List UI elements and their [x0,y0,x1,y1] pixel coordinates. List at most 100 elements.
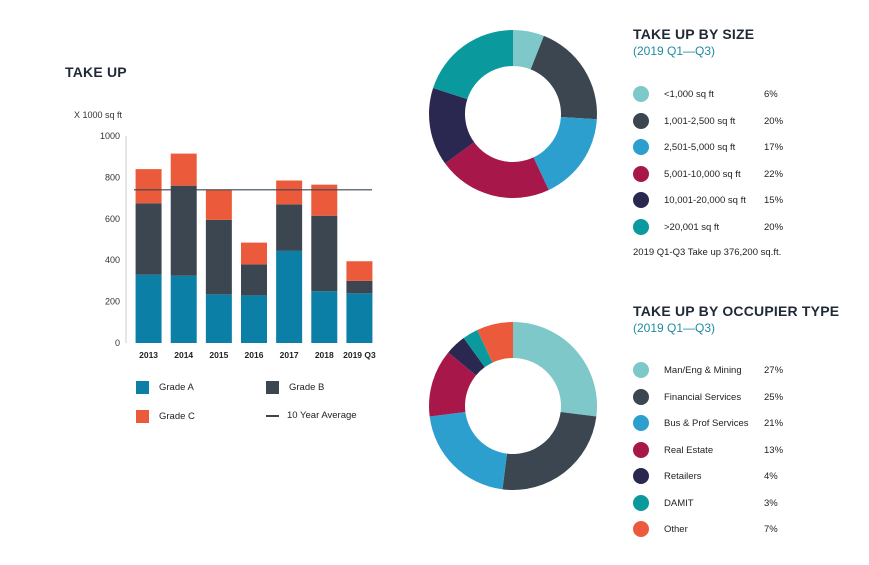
legend-percent: 4% [764,471,778,482]
occupier-title: TAKE UP BY OCCUPIER TYPE [633,303,840,319]
size-title: TAKE UP BY SIZE [633,26,755,42]
bar-grade-a-2014 [170,275,197,343]
size-note: 2019 Q1-Q3 Take up 376,200 sq.ft. [633,247,782,258]
legend-percent: 3% [764,497,778,509]
y-tick-label: 600 [105,214,120,224]
legend-percent: 7% [764,524,778,535]
bar-grade-b-2015 [205,219,232,295]
legend-swatch [136,410,149,423]
size-donut-chart [429,30,597,199]
bar-grade-c-2013 [135,169,162,204]
legend-line-swatch [266,414,279,417]
donut-slice-man-eng-mining [513,322,597,417]
legend-dot [633,139,649,155]
size-subtitle: (2019 Q1—Q3) [633,44,716,58]
legend-label: 10 Year Average [287,410,357,421]
y-tick-label: 400 [105,255,120,265]
bar-grade-c-2016 [241,242,267,265]
legend-percent: 22% [764,168,784,180]
bar-grade-b-2018 [311,215,338,292]
bar-grade-b-2014 [170,185,197,276]
occupier-subtitle: (2019 Q1—Q3) [633,321,716,335]
legend-swatch [136,381,149,394]
legend-label: Bus & Prof Services [664,418,749,429]
donut-slice-financial-services [502,412,597,490]
legend-percent: 20% [764,221,784,233]
bar-grade-b-2016 [241,264,267,296]
y-axis-label: X 1000 sq ft [74,110,123,120]
legend-label: 1,001-2,500 sq ft [664,115,736,127]
legend-label: Man/Eng & Mining [664,365,742,376]
takeup-title: TAKE UP [65,64,127,80]
legend-dot [633,388,649,405]
legend-label: 2,501-5,000 sq ft [664,142,736,153]
bar-grade-b-2019-Q3 [346,280,373,294]
legend-label: Financial Services [664,391,742,403]
donut-slice-1-001-2-500-sq-ft [530,35,597,120]
bar-grade-a-2017 [276,250,303,343]
x-tick-label: 2017 [280,350,299,360]
legend-dot [633,86,649,102]
x-tick-label: 2015 [209,350,228,360]
bar-grade-c-2017 [276,180,303,205]
donut-slice-2-501-5-000-sq-ft [533,117,597,191]
x-tick-label: 2013 [139,350,158,360]
legend-label: Real Estate [664,444,714,456]
bar-grade-c-2019-Q3 [346,261,373,281]
donut-slice-5-001-10-000-sq-ft [445,142,549,199]
legend-dot [633,521,649,537]
bar-grade-b-2013 [135,203,162,275]
legend-label: <1,000 sq ft [664,89,714,100]
bar-grade-b-2017 [276,204,303,251]
bar-grade-a-2013 [135,274,162,343]
legend-percent: 27% [764,365,784,376]
donut-slice--1-000-sq-ft [513,30,544,70]
donut-slice-10-001-20-000-sq-ft [429,88,475,164]
x-tick-label: 2018 [315,350,334,360]
legend-percent: 15% [764,195,784,206]
x-tick-label: 2016 [245,350,264,360]
legend-dot [633,441,649,458]
legend-percent: 21% [764,418,784,429]
bar-grade-c-2014 [170,153,197,186]
y-tick-label: 1000 [100,131,120,141]
legend-dot [633,362,649,378]
takeup-bar-chart: X 1000 sq ft 0 200 400 600 800 1000 2013 2014 201… [74,110,376,360]
legend-label: >20,001 sq ft [664,221,720,233]
legend-label: 10,001-20,000 sq ft [664,195,746,206]
legend-label: Grade A [159,382,194,393]
y-tick-label: 200 [105,297,120,307]
bar-grade-a-2015 [205,294,232,343]
legend-dot [633,494,649,511]
donut-slice-other [477,322,513,363]
donut-slice-damit [463,329,493,368]
legend-dot [633,192,649,208]
y-tick-label: 800 [105,172,120,182]
legend-label: Grade C [159,411,195,422]
legend-item-grade-c: Grade C [136,410,195,423]
legend-dot [633,218,649,235]
donut-slice-real-estate [429,352,477,417]
legend-dot [633,415,649,431]
occupier-donut-chart [429,322,597,490]
legend-percent: 13% [764,444,784,456]
legend-dot [633,165,649,182]
legend-swatch [266,381,279,394]
legend-label: Grade B [289,382,325,393]
x-tick-label: 2014 [174,350,193,360]
x-tick-label: 2019 Q3 [343,350,376,360]
donut-slice-retailers [448,338,485,376]
legend-dot [633,468,649,484]
legend-item-10-year-average: 10 Year Average [266,410,357,421]
legend-item-grade-a: Grade A [136,381,194,394]
bar-grade-a-2018 [311,291,338,343]
y-tick-label: 0 [115,338,120,348]
legend-label: Other [664,524,688,535]
donut-slice-bus-prof-services [429,412,507,490]
donut-slice--20-001-sq-ft [433,30,513,100]
legend-percent: 17% [764,142,784,153]
legend-label: DAMIT [664,497,694,509]
legend-dot [633,112,649,129]
legend-percent: 6% [764,89,778,100]
legend-percent: 20% [764,115,784,127]
